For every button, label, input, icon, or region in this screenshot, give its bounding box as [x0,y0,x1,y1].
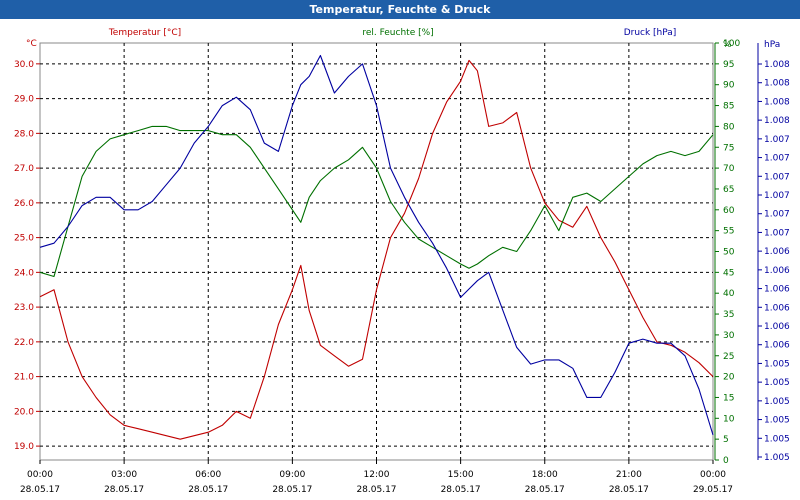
pressure-tick-label: 1.007 [764,135,790,145]
humidity-tick-label: 65 [723,185,734,195]
humidity-tick-label: 15 [723,393,734,403]
temperature-tick-label: 22.0 [14,338,34,348]
pressure-tick-label: 1.006 [764,322,790,332]
series-line-humidity [39,125,714,278]
window-title: Temperatur, Feuchte & Druck [0,0,800,19]
date-tick-label: 29.05.17 [693,485,733,495]
humidity-tick-label: 25 [723,352,734,362]
date-tick-label: 28.05.17 [441,485,481,495]
date-tick-label: 28.05.17 [104,485,144,495]
pressure-tick-label: 1.005 [764,453,790,463]
temperature-tick-label: 26.0 [14,199,34,209]
humidity-tick-label: 10 [723,414,735,424]
series-lines [39,54,714,440]
pressure-tick-label: 1.008 [764,97,790,107]
temperature-tick-label: 23.0 [14,303,34,313]
temperature-tick-label: 19.0 [14,442,34,452]
pressure-axis: 1.005 1.005 1.005 1.005 1.005 1.005 1.006 1.006… [757,40,790,463]
humidity-tick-label: 0 [723,456,729,466]
date-tick-label: 28.05.17 [525,485,565,495]
pressure-tick-label: 1.005 [764,359,790,369]
humidity-tick-label: 45 [723,268,734,278]
pressure-tick-label: 1.005 [764,434,790,444]
temperature-tick-label: 29.0 [14,95,34,105]
temperature-tick-label: 20.0 [14,407,34,417]
plot-area [39,42,714,461]
time-tick-label: 21:00 [616,470,642,480]
pressure-tick-label: 1.005 [764,416,790,426]
pressure-tick-label: 1.007 [764,228,790,238]
humidity-tick-label: 55 [723,227,734,237]
temperature-tick-label: 25.0 [14,234,34,244]
time-tick-label: 15:00 [448,470,474,480]
time-axis: 00:00 28.05.17 03:00 28.05.17 06:00 28.05.17 0… [20,460,733,495]
time-tick-label: 06:00 [195,470,221,480]
temperature-axis: 19.0 20.0 21.0 22.0 23.0 24.0 25.0 26.0 27.0 28.0… [14,39,40,452]
humidity-tick-label: 50 [723,248,735,258]
humidity-tick-label: 60 [723,206,735,216]
humidity-tick-label: 5 [723,435,729,445]
pressure-axis-label: Druck [hPa] [624,28,677,38]
pressure-tick-label: 1.007 [764,154,790,164]
temperature-axis-label: Temperatur [°C] [108,28,181,38]
humidity-tick-label: 80 [723,122,735,132]
humidity-tick-label: 70 [723,164,735,174]
humidity-tick-label: 90 [723,81,735,91]
humidity-unit: % [723,40,732,50]
humidity-tick-label: 75 [723,143,734,153]
pressure-tick-label: 1.007 [764,191,790,201]
humidity-tick-label: 35 [723,310,734,320]
pressure-tick-label: 1.005 [764,378,790,388]
temperature-tick-label: 27.0 [14,164,34,174]
time-tick-label: 00:00 [27,470,53,480]
temperature-tick-label: 24.0 [14,268,34,278]
humidity-axis: 0 5 10 15 20 25 30 35 40 45 50 55 60 65 70 75 80 85 90 95 10… [714,39,740,466]
humidity-tick-label: 100 [723,39,740,49]
humidity-tick-label: 95 [723,60,734,70]
time-tick-label: 03:00 [111,470,137,480]
date-tick-label: 28.05.17 [272,485,312,495]
humidity-tick-label: 20 [723,373,735,383]
date-tick-label: 28.05.17 [356,485,396,495]
pressure-tick-label: 1.007 [764,210,790,220]
date-tick-label: 28.05.17 [20,485,60,495]
temperature-tick-label: 28.0 [14,129,34,139]
pressure-tick-label: 1.006 [764,341,790,351]
pressure-tick-label: 1.008 [764,79,790,89]
temperature-tick-label: 21.0 [14,373,34,383]
date-tick-label: 28.05.17 [188,485,228,495]
temperature-unit: °C [26,39,37,49]
pressure-unit: hPa [764,40,780,50]
pressure-tick-label: 1.008 [764,60,790,70]
pressure-tick-label: 1.007 [764,172,790,182]
humidity-tick-label: 30 [723,331,735,341]
pressure-tick-label: 1.006 [764,266,790,276]
series-line-pressure [39,54,714,436]
pressure-tick-label: 1.006 [764,303,790,313]
humidity-tick-label: 85 [723,102,734,112]
date-tick-label: 28.05.17 [609,485,649,495]
time-tick-label: 09:00 [279,470,305,480]
chart: 19.0 20.0 21.0 22.0 23.0 24.0 25.0 26.0 27.0 28.0… [14,28,790,495]
humidity-tick-label: 40 [723,289,735,299]
humidity-axis-label: rel. Feuchte [%] [362,28,433,38]
time-tick-label: 18:00 [532,470,558,480]
pressure-tick-label: 1.005 [764,397,790,407]
pressure-tick-label: 1.006 [764,247,790,257]
time-tick-label: 12:00 [364,470,390,480]
series-line-temperature [39,59,714,440]
pressure-tick-label: 1.006 [764,285,790,295]
time-tick-label: 00:00 [700,470,726,480]
axis-labels: Temperatur [°C] rel. Feuchte [%] Druck [hP… [108,28,676,38]
temperature-tick-label: 30.0 [14,60,34,70]
pressure-tick-label: 1.008 [764,116,790,126]
